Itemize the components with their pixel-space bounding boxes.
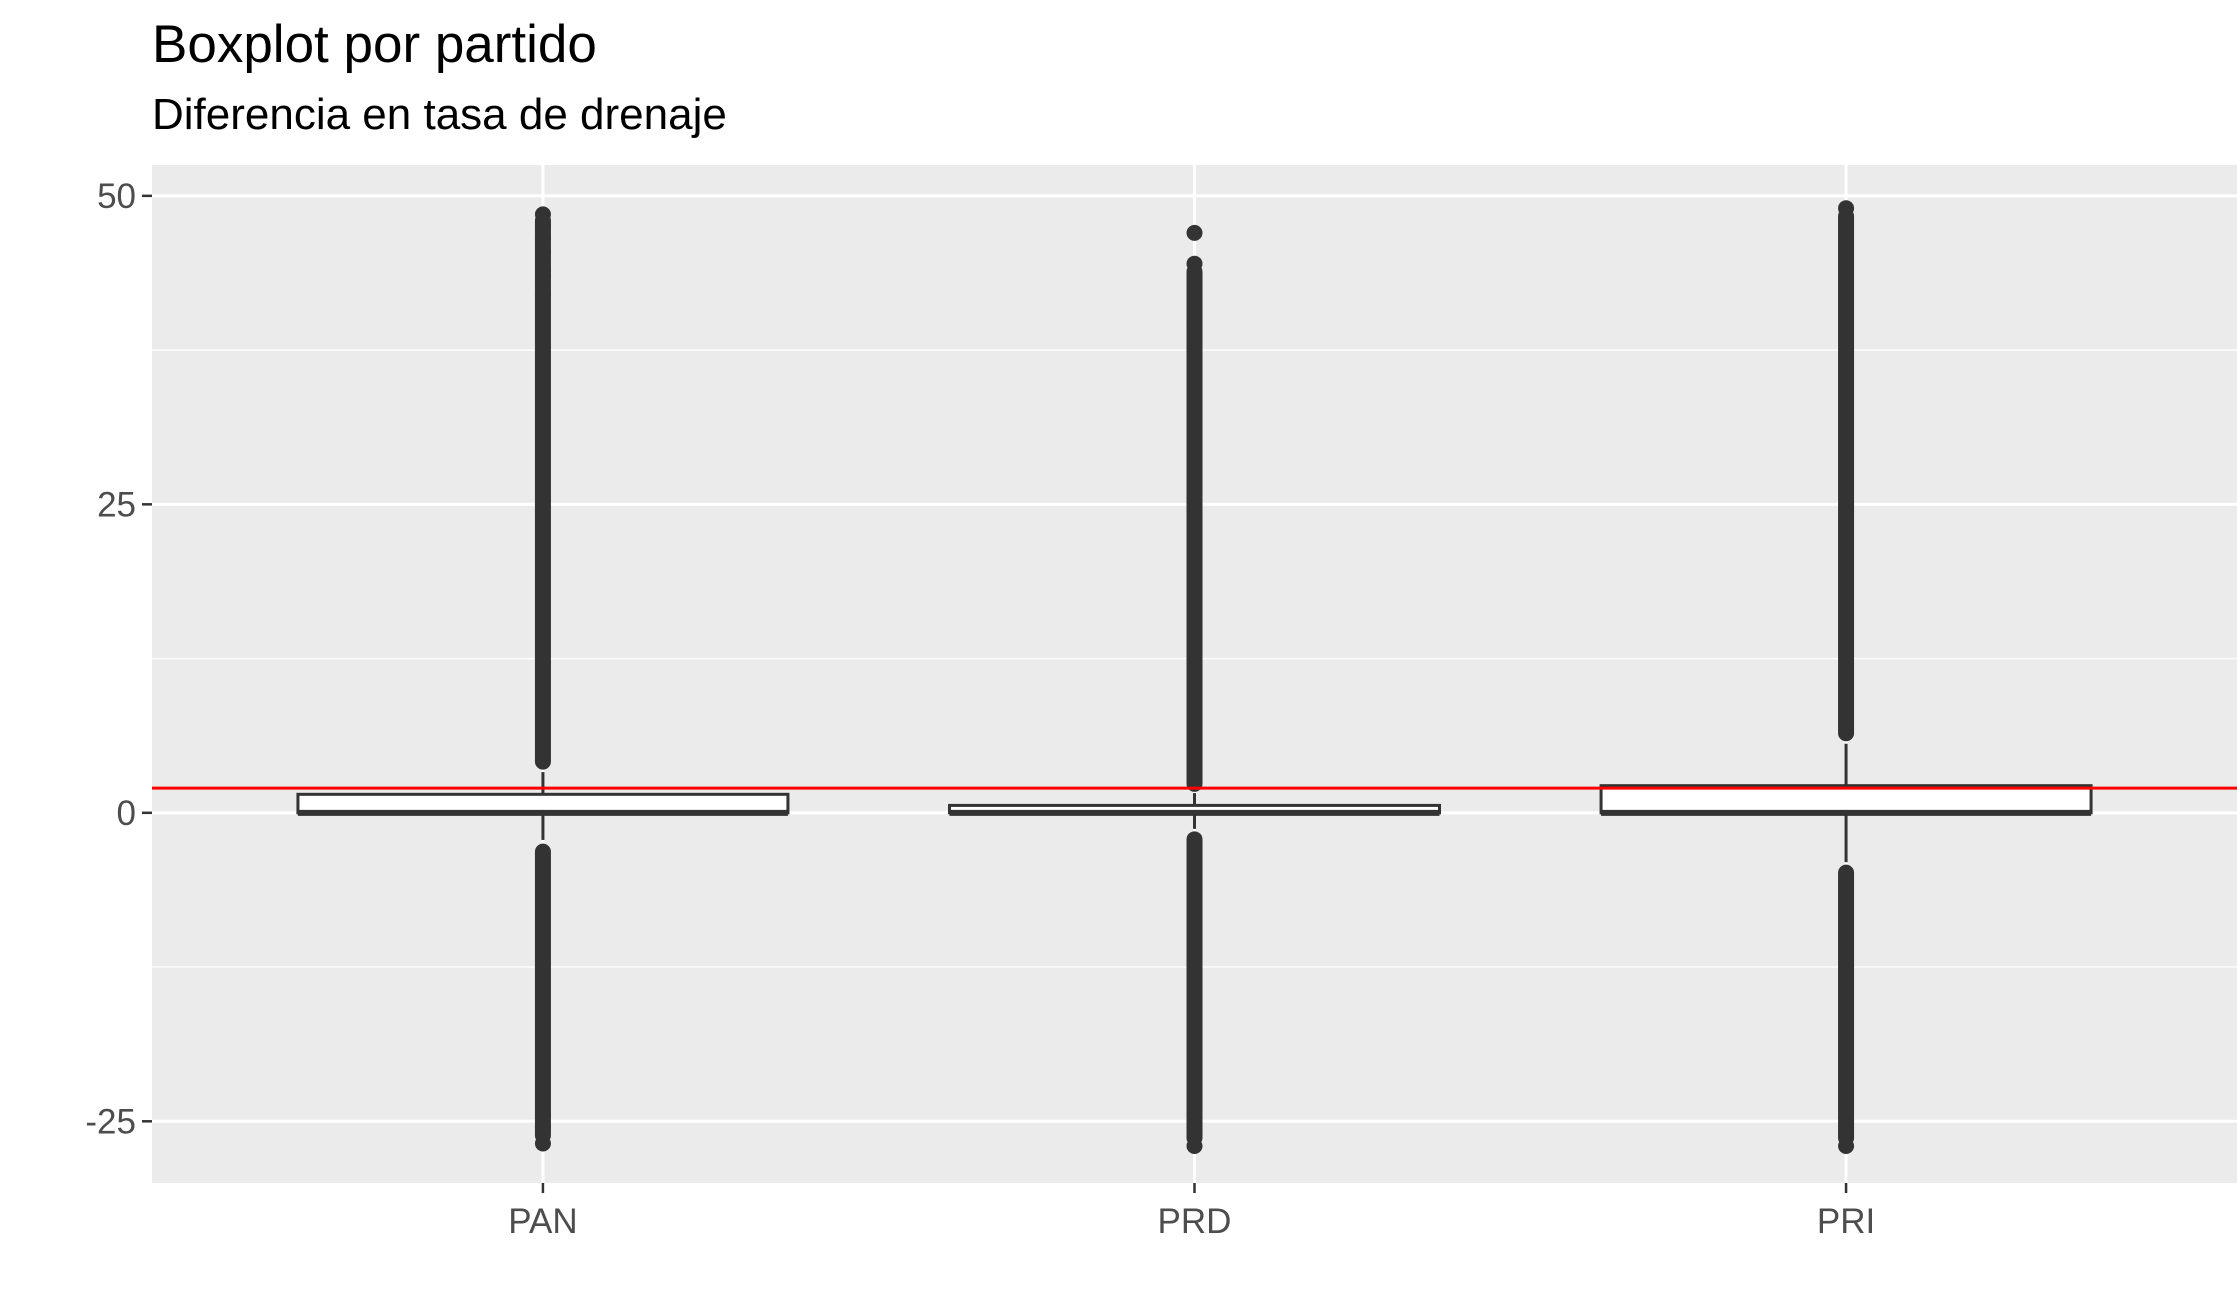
x-tick-label: PRI [1817, 1202, 1875, 1241]
boxes [296, 200, 2093, 1154]
outliers-lower [1186, 831, 1203, 1146]
outlier-point [1186, 268, 1203, 285]
box-group-pan [296, 206, 790, 1152]
box [1599, 784, 2093, 815]
outliers-upper [534, 214, 551, 770]
x-axis: PAN PRD PRI [508, 1183, 1875, 1241]
y-tick-label: 0 [117, 794, 136, 833]
box-group-prd [948, 224, 1441, 1154]
outlier-point [1186, 1137, 1203, 1154]
outlier-point [534, 261, 551, 278]
outlier-point [1186, 1119, 1203, 1136]
outlier-point [1186, 329, 1203, 346]
chart-subtitle: Diferencia en tasa de drenaje [152, 90, 727, 139]
outlier-point [1186, 255, 1203, 272]
y-tick-label: 50 [97, 177, 136, 216]
outlier-point [1186, 305, 1203, 322]
y-tick-label: -25 [85, 1102, 136, 1141]
outlier-point [534, 1135, 551, 1152]
outlier-point [534, 243, 551, 260]
outlier-point [534, 206, 551, 223]
x-tick-label: PRD [1158, 1202, 1232, 1241]
outlier-point [1186, 348, 1203, 365]
outliers-upper [1186, 263, 1203, 792]
chart-title: Boxplot por partido [152, 15, 597, 74]
outlier-point [534, 1119, 551, 1136]
outlier-point [534, 286, 551, 303]
outliers-lower [534, 843, 551, 1144]
outlier-point [1838, 200, 1855, 217]
box-group-pri [1599, 200, 2093, 1154]
outlier-point [1186, 317, 1203, 334]
outlier-point [534, 231, 551, 248]
outliers-lower [1838, 864, 1855, 1146]
outlier-point [1186, 286, 1203, 303]
outlier-point [1186, 1107, 1203, 1124]
x-tick-label: PAN [508, 1202, 577, 1241]
outlier-point [1186, 224, 1203, 241]
y-tick-label: 25 [97, 485, 136, 524]
y-axis: -25 0 25 50 [85, 177, 152, 1141]
outliers-upper [1838, 208, 1855, 742]
outlier-point [1838, 1137, 1855, 1154]
outlier-point [534, 1107, 551, 1124]
